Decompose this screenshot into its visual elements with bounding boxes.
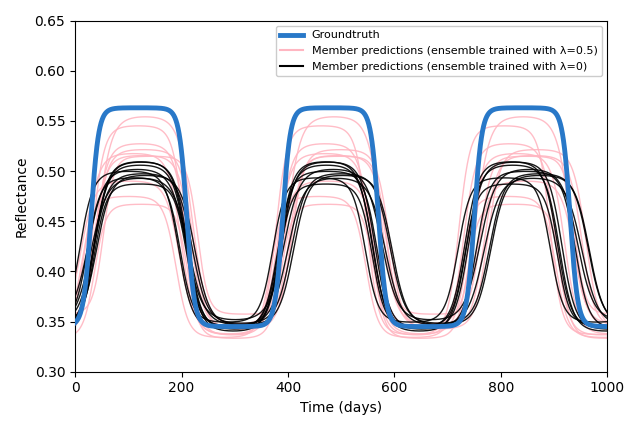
Y-axis label: Reflectance: Reflectance (15, 155, 29, 237)
Legend: Groundtruth, Member predictions (ensemble trained with λ=0.5), Member prediction: Groundtruth, Member predictions (ensembl… (276, 26, 602, 76)
X-axis label: Time (days): Time (days) (300, 401, 382, 415)
